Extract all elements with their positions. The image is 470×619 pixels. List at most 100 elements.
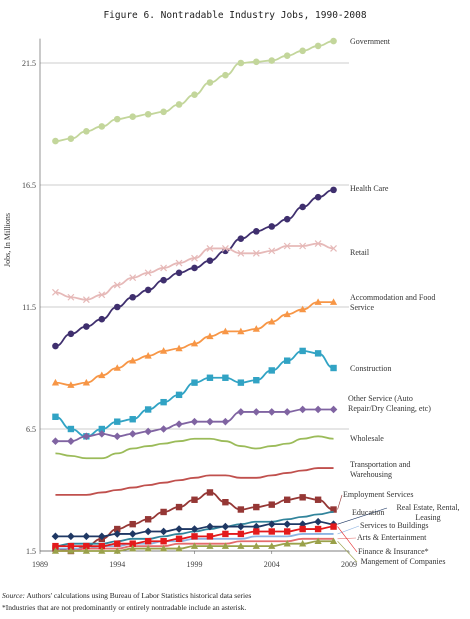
point	[284, 528, 291, 535]
point	[98, 315, 106, 323]
point	[206, 542, 214, 549]
point	[113, 530, 122, 538]
point	[191, 264, 198, 272]
point	[51, 437, 60, 445]
series-label: Transportation and Warehousing	[350, 460, 411, 479]
point	[268, 542, 276, 549]
point	[330, 523, 337, 530]
point	[67, 532, 75, 541]
point	[330, 245, 337, 252]
series-line	[55, 467, 334, 496]
point	[237, 522, 245, 531]
x-tick-label: 2004	[264, 560, 280, 569]
point	[113, 115, 121, 123]
point	[206, 257, 214, 264]
series-label: Mangement of Companies	[360, 557, 446, 566]
chart-title: Figure 6. Nontradable Industry Jobs, 199…	[103, 10, 367, 21]
point	[314, 298, 322, 305]
point	[314, 350, 322, 357]
point	[268, 247, 276, 255]
point	[314, 537, 322, 545]
series	[51, 405, 338, 445]
point	[221, 245, 229, 252]
point	[268, 528, 275, 535]
point	[206, 417, 214, 426]
point	[175, 420, 183, 428]
series-label: Arts & Entertainment	[357, 533, 427, 542]
point	[144, 427, 152, 436]
point	[330, 37, 337, 45]
series	[52, 347, 337, 440]
point	[52, 342, 59, 350]
point	[299, 203, 306, 211]
point	[114, 418, 121, 425]
point	[98, 542, 105, 550]
point	[329, 537, 338, 545]
point	[160, 264, 168, 272]
point	[283, 242, 291, 250]
point	[252, 249, 260, 257]
series	[55, 467, 334, 496]
point	[283, 215, 291, 223]
point	[67, 542, 75, 550]
point	[67, 330, 75, 338]
series-label: Real Estate, Rental, Leasing	[396, 503, 460, 522]
point	[52, 542, 59, 550]
point	[206, 332, 214, 340]
point	[175, 503, 183, 511]
point	[144, 406, 152, 413]
point	[175, 259, 183, 267]
point	[191, 379, 198, 386]
point	[237, 408, 245, 416]
point	[82, 378, 90, 386]
point	[129, 293, 136, 301]
point	[298, 405, 307, 414]
point	[222, 530, 229, 538]
y-axis-label: Jobs, In Millions	[3, 213, 12, 267]
point	[299, 494, 306, 501]
point	[67, 135, 75, 142]
series-label: Construction	[350, 364, 392, 373]
series-label: Education	[352, 508, 385, 517]
point	[206, 522, 214, 531]
point	[284, 496, 291, 503]
point	[299, 305, 307, 313]
point	[98, 371, 106, 379]
point	[283, 310, 291, 318]
point	[144, 527, 152, 536]
point	[314, 525, 322, 533]
point	[253, 503, 260, 511]
series-label: Accommodation and Food Service	[350, 293, 436, 312]
point	[98, 123, 106, 130]
point	[113, 432, 122, 441]
point	[206, 245, 214, 252]
source-text: Authors' calculations using Bureau of La…	[26, 591, 252, 600]
point	[160, 544, 168, 552]
point	[299, 539, 307, 547]
point	[52, 137, 59, 145]
point	[114, 540, 121, 547]
point	[67, 425, 75, 433]
point	[52, 288, 59, 296]
point	[252, 58, 260, 66]
point	[237, 327, 245, 335]
point	[144, 110, 152, 118]
point	[98, 547, 106, 554]
point	[129, 356, 137, 364]
point	[237, 506, 245, 513]
point	[299, 47, 306, 55]
point	[98, 291, 106, 299]
point	[51, 532, 60, 541]
y-tick-label: 21.5	[22, 59, 36, 68]
point	[175, 344, 183, 352]
point	[299, 347, 306, 355]
point	[252, 408, 261, 416]
point	[129, 113, 136, 120]
point	[51, 378, 60, 386]
point	[159, 527, 168, 536]
point	[237, 542, 245, 549]
point	[160, 538, 167, 545]
x-tick-label: 1999	[187, 560, 203, 569]
point	[206, 374, 214, 381]
x-tick-label: 1994	[109, 560, 125, 569]
